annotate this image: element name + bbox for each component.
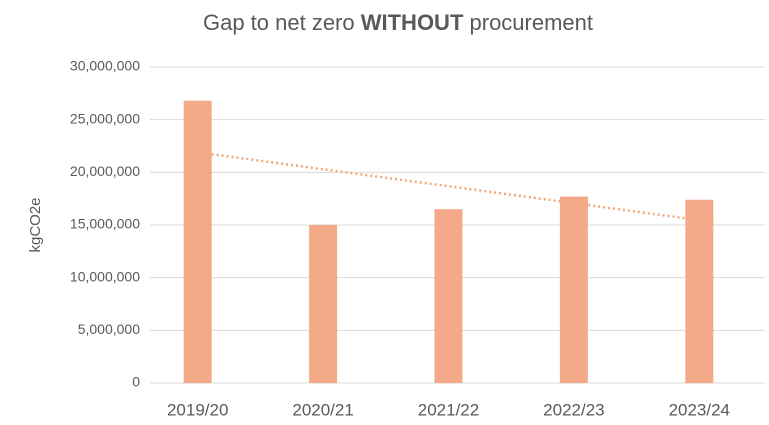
x-tick-label: 2022/23 [543, 400, 604, 419]
bar [434, 209, 463, 383]
title-part: procurement [463, 10, 593, 35]
chart-title: Gap to net zero WITHOUT procurement [203, 10, 593, 35]
bar [183, 100, 212, 383]
y-tick-label: 5,000,000 [78, 321, 140, 337]
x-tick-label: 2020/21 [292, 400, 353, 419]
trendline [211, 152, 714, 224]
x-tick-label: 2019/20 [167, 400, 228, 419]
y-tick-label: 10,000,000 [70, 268, 140, 284]
title-part: Gap to net zero [203, 10, 361, 35]
title-part: WITHOUT [361, 10, 464, 35]
y-axis-label: kgCO2e [27, 197, 44, 252]
bar [309, 225, 338, 383]
y-tick-label: 30,000,000 [70, 58, 140, 74]
y-tick-label: 20,000,000 [70, 163, 140, 179]
y-tick-label: 15,000,000 [70, 216, 140, 232]
bar [685, 199, 714, 383]
y-tick-label: 25,000,000 [70, 110, 140, 126]
bar [559, 196, 588, 383]
x-tick-label: 2021/22 [418, 400, 479, 419]
y-tick-label: 0 [132, 374, 140, 390]
x-tick-label: 2023/24 [669, 400, 730, 419]
